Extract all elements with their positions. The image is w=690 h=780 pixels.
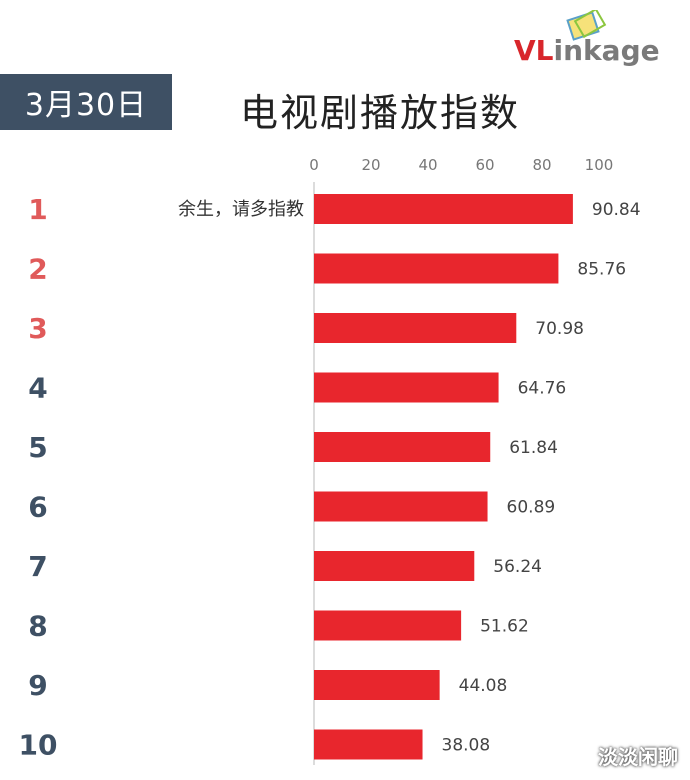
bar xyxy=(314,729,423,760)
bar xyxy=(314,551,475,581)
bar xyxy=(314,432,491,462)
category-label: 余生，请多指教 xyxy=(178,199,304,220)
rank-label: 8 xyxy=(28,610,47,643)
value-label: 61.84 xyxy=(509,438,558,458)
x-tick-label: 100 xyxy=(585,156,614,174)
bar xyxy=(314,194,573,224)
date-text: 3月30日 xyxy=(24,88,148,123)
x-tick-label: 80 xyxy=(532,156,551,174)
value-label: 44.08 xyxy=(459,676,508,696)
bar xyxy=(314,491,488,522)
value-label: 51.62 xyxy=(480,617,529,637)
rank-label: 4 xyxy=(28,372,47,405)
value-label: 64.76 xyxy=(518,379,567,399)
rank-label: 6 xyxy=(28,491,47,524)
value-label: 85.76 xyxy=(577,260,626,280)
x-tick-label: 0 xyxy=(309,156,319,174)
date-badge: 3月30日 xyxy=(0,74,172,130)
bar xyxy=(314,372,499,403)
rank-label: 2 xyxy=(28,253,47,286)
logo-text: VLinkage xyxy=(514,34,660,67)
rank-label: 7 xyxy=(28,550,47,583)
x-tick-label: 60 xyxy=(475,156,494,174)
x-tick-label: 40 xyxy=(418,156,437,174)
rank-label: 9 xyxy=(28,669,47,702)
value-label: 60.89 xyxy=(507,498,556,518)
bar xyxy=(314,313,517,343)
rank-label: 3 xyxy=(28,312,47,345)
bar xyxy=(314,670,440,700)
value-label: 70.98 xyxy=(535,319,584,339)
logo-frames-icon xyxy=(566,10,607,41)
value-label: 90.84 xyxy=(592,200,641,220)
vlinkage-logo: VLinkage xyxy=(514,10,684,70)
rank-label: 10 xyxy=(19,729,58,762)
watermark-text: 淡淡闲聊 xyxy=(598,745,678,769)
rank-label: 1 xyxy=(28,193,47,226)
value-label: 38.08 xyxy=(442,736,491,756)
value-label: 56.24 xyxy=(493,557,542,577)
page-title: 电视剧播放指数 xyxy=(240,91,521,135)
bar xyxy=(314,610,462,641)
rank-label: 5 xyxy=(28,431,47,464)
bar xyxy=(314,253,559,284)
x-tick-label: 20 xyxy=(361,156,380,174)
